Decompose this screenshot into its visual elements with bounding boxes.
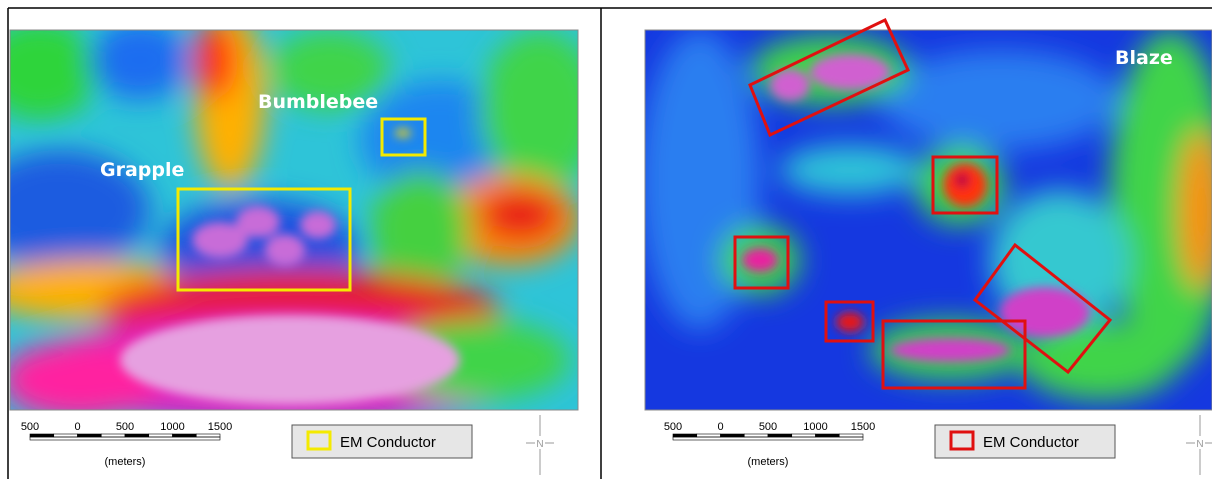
scale-segment (148, 433, 173, 438)
scale-segment (838, 433, 864, 438)
scale-segment (172, 433, 197, 438)
scale-segment (195, 433, 221, 438)
scale-segment (77, 433, 102, 438)
scale-segment (672, 433, 698, 438)
scale-label: 500 (759, 421, 777, 433)
scale-label: 500 (664, 421, 682, 433)
conductor-box (176, 187, 352, 292)
legend-label: EM Conductor (983, 434, 1079, 451)
scale-segment (100, 433, 126, 438)
conductor-box (380, 117, 427, 157)
scale-label: 0 (74, 421, 80, 433)
target-label: Blaze (1115, 47, 1173, 69)
scale-label: 1000 (803, 421, 827, 433)
scale-segment (743, 433, 769, 438)
scale-segment (29, 436, 221, 441)
target-label: Grapple (100, 159, 184, 181)
scale-unit: (meters) (748, 456, 789, 468)
scale-segment (720, 433, 745, 438)
scale-segment (124, 433, 150, 438)
legend-swatch (306, 430, 332, 451)
scale-segment (53, 433, 78, 438)
scale-segment (815, 433, 840, 438)
conductor-boxes (733, 17, 1113, 390)
legend-label: EM Conductor (340, 434, 436, 451)
scale-label: 1500 (851, 421, 875, 433)
scale-segment (672, 436, 864, 441)
scale-label: 1000 (160, 421, 184, 433)
scale-segment (29, 433, 55, 438)
north-label: N (536, 439, 543, 450)
scale-segment (791, 433, 816, 438)
scale-segment (767, 433, 793, 438)
scale-label: 1500 (208, 421, 232, 433)
scale-label: 500 (116, 421, 134, 433)
legend-swatch (949, 430, 975, 451)
target-label: Bumblebee (258, 91, 378, 113)
scale-unit: (meters) (105, 456, 146, 468)
north-bg (1195, 436, 1205, 449)
map-left (10, 30, 578, 410)
scale-label: 0 (717, 421, 723, 433)
scale-segment (696, 433, 721, 438)
north-bg (535, 436, 545, 449)
map-right (645, 30, 1212, 410)
scale-label: 500 (21, 421, 39, 433)
north-label: N (1196, 439, 1203, 450)
